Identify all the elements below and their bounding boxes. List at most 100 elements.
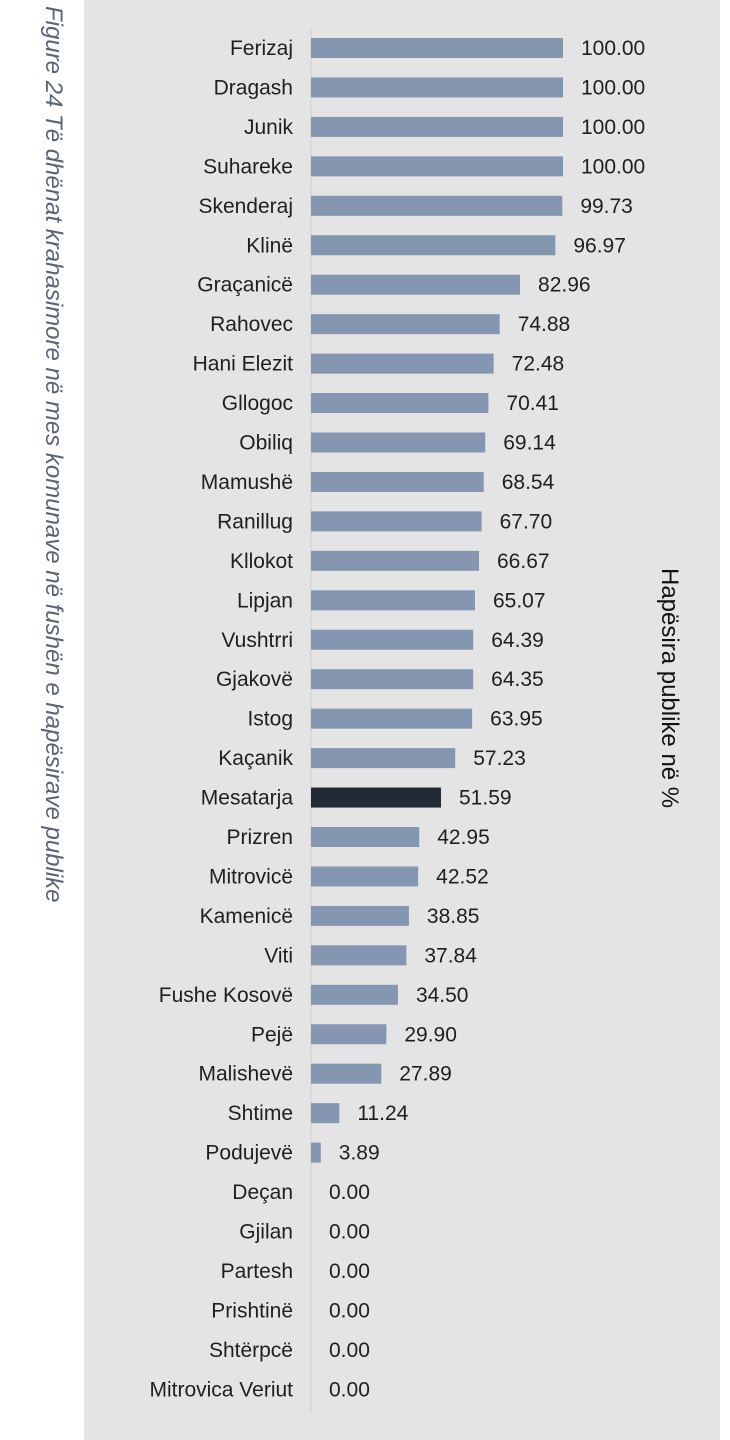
value-label-podujev-: 3.89: [339, 1142, 380, 1165]
value-label-ferizaj: 100.00: [581, 37, 645, 60]
bar-mesatarja: [311, 787, 442, 808]
category-label-de-an: Deçan: [232, 1181, 293, 1204]
figure-caption-text: Figure 24 Të dhënat krahasimore në mes k…: [40, 6, 67, 903]
category-label-suhareke: Suhareke: [203, 155, 293, 178]
value-label-prishtin-: 0.00: [329, 1299, 370, 1322]
value-label-malishev-: 27.89: [399, 1063, 452, 1086]
category-label-gllogoc: Gllogoc: [222, 392, 293, 415]
category-label-hani-elezit: Hani Elezit: [193, 353, 294, 376]
bar-rahovec: [311, 314, 500, 335]
value-label-fushe-kosov-: 34.50: [416, 984, 469, 1007]
bar-gra-anic-: [311, 274, 521, 295]
value-label-pej-: 29.90: [404, 1023, 457, 1046]
bars: [311, 38, 563, 1163]
category-label-mesatarja: Mesatarja: [201, 787, 294, 810]
value-label-kamenic-: 38.85: [427, 905, 480, 928]
value-label-obiliq: 69.14: [503, 432, 556, 455]
bar-chart: Ferizaj Dragash Junik Suhareke Skenderaj Klin…: [149, 28, 683, 1414]
bar-kllokot: [311, 550, 480, 571]
value-label-skenderaj: 99.73: [580, 195, 633, 218]
value-label-lipjan: 65.07: [493, 589, 546, 612]
value-label-partesh: 0.00: [329, 1260, 370, 1283]
value-label-ka-anik: 57.23: [473, 747, 526, 770]
bar-shtime: [311, 1103, 340, 1124]
figure-caption-svg: Figure 24 Të dhënat krahasimore në mes k…: [40, 6, 67, 903]
bar-klin-: [311, 235, 556, 256]
value-label-suhareke: 100.00: [581, 155, 645, 178]
category-label-shtime: Shtime: [228, 1102, 293, 1125]
category-label-partesh: Partesh: [221, 1260, 293, 1283]
category-label-gjakov-: Gjakovë: [216, 668, 293, 691]
bar-prizren: [311, 827, 420, 847]
category-label-ferizaj: Ferizaj: [230, 37, 293, 60]
category-label-kamenic-: Kamenicë: [200, 905, 293, 928]
value-label-gjilan: 0.00: [329, 1221, 370, 1244]
value-label-gra-anic-: 82.96: [538, 274, 591, 297]
value-label-dragash: 100.00: [581, 76, 645, 99]
value-label-mitrovica-veriut: 0.00: [329, 1378, 370, 1401]
bar-lipjan: [311, 590, 475, 611]
category-label-fushe-kosov-: Fushe Kosovë: [159, 984, 293, 1007]
category-label-rahovec: Rahovec: [210, 313, 293, 336]
category-label-skenderaj: Skenderaj: [198, 195, 293, 218]
category-label-klin-: Klinë: [246, 234, 293, 257]
value-label-gjakov-: 64.35: [491, 668, 544, 691]
category-label-malishev-: Malishevë: [198, 1063, 293, 1086]
value-label-gllogoc: 70.41: [506, 392, 559, 415]
bar-gjakov-: [311, 669, 474, 690]
bar-obiliq: [311, 432, 486, 453]
category-label-istog: Istog: [247, 708, 293, 731]
bar-pej-: [311, 1024, 387, 1045]
category-label-mitrovica-veriut: Mitrovica Veriut: [149, 1378, 293, 1401]
bar-hani-elezit: [311, 353, 494, 374]
bar-ferizaj: [311, 38, 563, 58]
category-label-viti: Viti: [264, 944, 293, 967]
bar-mamush-: [311, 471, 484, 492]
category-label-prishtin-: Prishtinë: [211, 1299, 293, 1322]
y-axis-title: Hapësira publike në %: [656, 568, 683, 808]
value-label-hani-elezit: 72.48: [512, 353, 565, 376]
bar-kamenic-: [311, 905, 409, 926]
bar-vushtrri: [311, 629, 474, 650]
value-label-rahovec: 74.88: [518, 313, 571, 336]
value-label-mesatarja: 51.59: [459, 787, 512, 810]
category-label-mamush-: Mamushë: [201, 471, 293, 494]
category-label-prizren: Prizren: [226, 826, 293, 849]
category-label-pej-: Pejë: [251, 1023, 293, 1046]
category-label-obiliq: Obiliq: [239, 432, 293, 455]
value-label-de-an: 0.00: [329, 1181, 370, 1204]
category-labels: Ferizaj Dragash Junik Suhareke Skenderaj Klin…: [149, 37, 293, 1401]
bar-malishev-: [311, 1063, 382, 1084]
category-label-vushtrri: Vushtrri: [221, 629, 293, 652]
figure-caption: Figure 24 Të dhënat krahasimore në mes k…: [0, 0, 70, 1440]
value-label-istog: 63.95: [490, 708, 543, 731]
category-label-dragash: Dragash: [214, 76, 293, 99]
value-labels: 100.00 100.00 100.00 100.00 99.73 96.97 82.96 7…: [329, 37, 645, 1401]
value-label-junik: 100.00: [581, 116, 645, 139]
bar-dragash: [311, 77, 563, 98]
value-label-vushtrri: 64.39: [491, 629, 544, 652]
value-label-sht-rpc-: 0.00: [329, 1339, 370, 1362]
value-label-mamush-: 68.54: [502, 471, 555, 494]
bar-istog: [311, 708, 473, 729]
value-label-ranillug: 67.70: [500, 510, 553, 533]
category-label-lipjan: Lipjan: [237, 589, 293, 612]
category-label-podujev-: Podujevë: [205, 1142, 293, 1165]
value-label-shtime: 11.24: [357, 1102, 408, 1125]
category-label-junik: Junik: [244, 116, 294, 139]
category-label-ranillug: Ranillug: [217, 510, 293, 533]
category-label-kllokot: Kllokot: [230, 550, 293, 573]
value-label-mitrovic-: 42.52: [436, 865, 489, 888]
value-label-klin-: 96.97: [573, 234, 626, 257]
bar-junik: [311, 116, 563, 137]
bar-ka-anik: [311, 748, 456, 769]
category-label-gra-anic-: Graçanicë: [197, 274, 293, 297]
value-label-prizren: 42.95: [437, 826, 490, 849]
category-label-ka-anik: Kaçanik: [218, 747, 293, 770]
bar-gllogoc: [311, 393, 489, 414]
bar-mitrovic-: [311, 866, 419, 887]
bar-suhareke: [311, 156, 563, 177]
category-label-gjilan: Gjilan: [239, 1221, 293, 1244]
chart-panel: Ferizaj Dragash Junik Suhareke Skenderaj Klin…: [84, 0, 720, 1440]
value-label-viti: 37.84: [424, 944, 477, 967]
